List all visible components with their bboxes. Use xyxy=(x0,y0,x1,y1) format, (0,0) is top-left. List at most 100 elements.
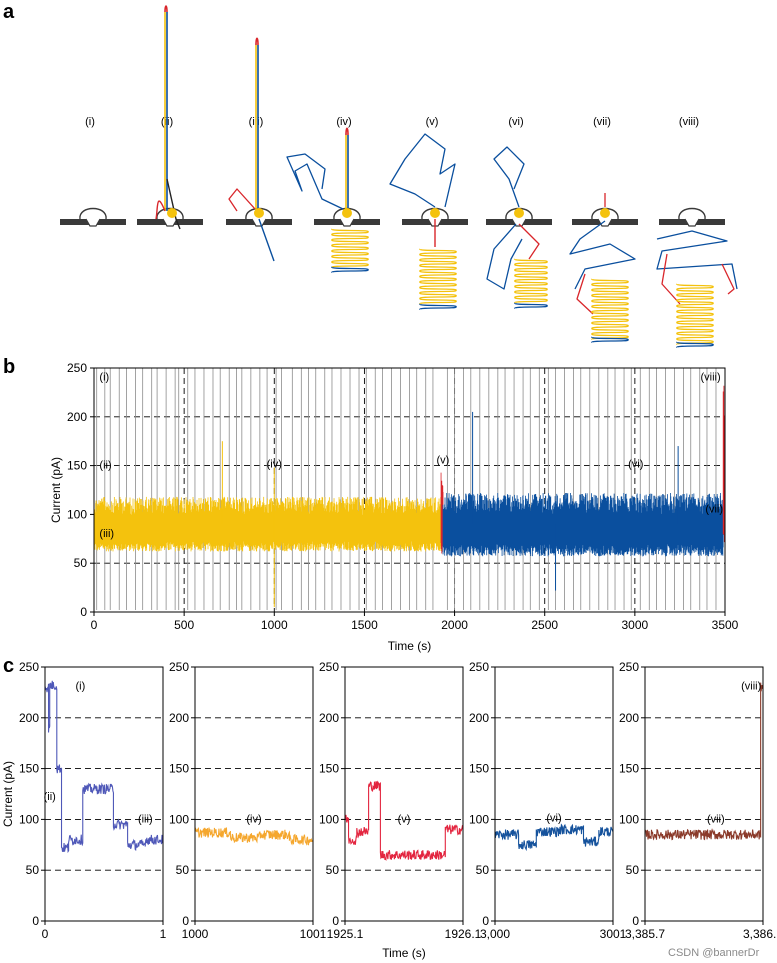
x-tick-label: 3,000 xyxy=(480,927,510,941)
dna-coil xyxy=(591,278,629,341)
motor-protein xyxy=(342,208,352,218)
plot-frame xyxy=(44,666,164,922)
x-tick-label: 1926.1 xyxy=(445,927,482,941)
annotation: (iii) xyxy=(138,813,153,825)
y-tick-label: 50 xyxy=(476,863,490,877)
dna-coil xyxy=(331,228,369,269)
annotation: (iv) xyxy=(267,459,282,471)
x-axis-label: Time (s) xyxy=(388,639,432,653)
x-tick-label: 1925.1 xyxy=(327,927,364,941)
y-tick-label: 150 xyxy=(67,459,87,473)
nanopore-stem xyxy=(339,218,355,227)
tether xyxy=(166,178,181,230)
nanopore-stem xyxy=(85,218,101,227)
motor-protein xyxy=(254,208,264,218)
hairpin xyxy=(721,263,735,295)
annotation: (v) xyxy=(398,813,411,825)
y-tick-label: 100 xyxy=(619,812,639,826)
y-tick-label: 150 xyxy=(19,762,39,776)
y-tick-label: 100 xyxy=(67,507,87,521)
translocated-strand xyxy=(258,218,275,262)
y-tick-label: 50 xyxy=(326,863,340,877)
hairpin xyxy=(661,253,681,305)
x-tick-label: 1000 xyxy=(182,927,209,941)
x-axis-label: Time (s) xyxy=(382,946,426,960)
trace-series xyxy=(644,682,764,841)
trace-series xyxy=(494,823,614,852)
x-tick-label: 3,386.7 xyxy=(743,927,777,941)
annotation: (v) xyxy=(436,455,449,467)
y-tick-label: 0 xyxy=(182,914,189,928)
y-tick-label: 200 xyxy=(19,711,39,725)
y-tick-label: 250 xyxy=(67,361,87,375)
plot-frame xyxy=(194,666,314,922)
annotation: (ii) xyxy=(44,791,56,803)
x-tick-label: 3,385.7 xyxy=(625,927,665,941)
nanopore xyxy=(678,207,706,220)
annotation: (viii) xyxy=(700,372,720,384)
y-tick-label: 150 xyxy=(319,762,339,776)
annotation: (iv) xyxy=(246,813,261,825)
y-tick-label: 250 xyxy=(469,660,489,674)
motor-protein xyxy=(430,208,440,218)
nanopore-stem xyxy=(251,218,267,227)
x-tick-label: 3001 xyxy=(600,927,627,941)
leader xyxy=(155,200,166,220)
stage-label: (vii) xyxy=(593,116,611,128)
y-tick-label: 100 xyxy=(319,812,339,826)
motor-protein xyxy=(514,208,524,218)
x-tick-label: 2000 xyxy=(441,618,468,632)
y-tick-label: 150 xyxy=(619,762,639,776)
stage-label: (vi) xyxy=(508,116,523,128)
y-tick-label: 200 xyxy=(319,711,339,725)
hairpin xyxy=(345,127,349,136)
dna-coil xyxy=(676,341,714,349)
dna-coil xyxy=(331,266,369,274)
x-tick-label: 1500 xyxy=(351,618,378,632)
plot-frame xyxy=(93,367,726,613)
y-tick-label: 50 xyxy=(176,863,190,877)
dna-coil xyxy=(514,302,548,310)
y-tick-label: 0 xyxy=(80,605,87,619)
nanopore-stem xyxy=(684,218,700,227)
dna-coil xyxy=(514,258,548,304)
dna-coil xyxy=(419,248,457,305)
nanopore-stem xyxy=(162,218,178,227)
panel-label-b: b xyxy=(3,356,15,378)
dna-coil xyxy=(493,146,525,208)
y-tick-label: 200 xyxy=(169,711,189,725)
annotation: (i) xyxy=(99,372,109,384)
trace-series xyxy=(194,827,314,846)
y-tick-label: 100 xyxy=(19,812,39,826)
panel-label-c: c xyxy=(3,655,14,677)
hairpin xyxy=(518,223,540,260)
y-tick-label: 0 xyxy=(482,914,489,928)
x-tick-label: 3500 xyxy=(712,618,739,632)
y-tick-label: 100 xyxy=(169,812,189,826)
annotation: (viii) xyxy=(741,680,761,692)
x-tick-label: 2500 xyxy=(531,618,558,632)
y-tick-label: 0 xyxy=(332,914,339,928)
x-tick-label: 0 xyxy=(91,618,98,632)
y-tick-label: 250 xyxy=(169,660,189,674)
x-tick-label: 3000 xyxy=(622,618,649,632)
watermark: CSDN @bannerDr xyxy=(668,947,760,959)
panel-label-a: a xyxy=(3,1,15,23)
annotation: (vii) xyxy=(705,503,723,515)
y-tick-label: 0 xyxy=(32,914,39,928)
plot-frame xyxy=(494,666,614,922)
dna-coil xyxy=(676,283,714,346)
stage-label: (v) xyxy=(426,116,439,128)
x-tick-label: 1001 xyxy=(300,927,327,941)
y-tick-label: 250 xyxy=(19,660,39,674)
plot-frame xyxy=(344,666,464,922)
dna-coil xyxy=(486,223,523,290)
hairpin xyxy=(255,37,259,46)
trace-series xyxy=(442,492,724,557)
y-tick-label: 100 xyxy=(469,812,489,826)
trace-series xyxy=(93,496,442,552)
annotation: (i) xyxy=(76,680,86,692)
y-tick-label: 150 xyxy=(469,762,489,776)
